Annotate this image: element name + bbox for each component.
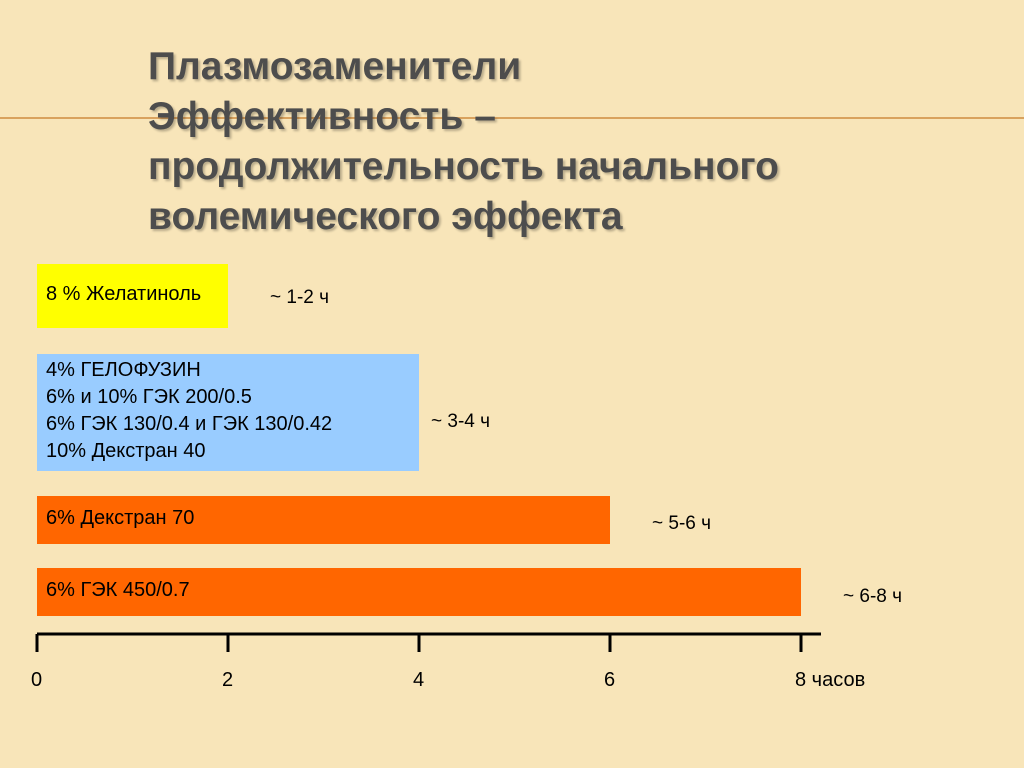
bar-label-line: 10% Декстран 40 — [46, 439, 206, 462]
x-tick-label-2: 4 — [413, 669, 425, 691]
bar-label-line: 6% и 10% ГЭК 200/0.5 — [46, 385, 252, 408]
duration-label-2: ~ 3-4 ч — [431, 411, 491, 432]
duration-label-1: ~ 1-2 ч — [270, 287, 330, 308]
page-title: Плазмозаменители Эффективность – продолж… — [148, 42, 1008, 242]
x-tick-label-3: 6 — [604, 669, 616, 691]
bar-label-1: 8 % Желатиноль — [46, 281, 201, 308]
bar-4 — [37, 568, 801, 616]
bar-1 — [37, 264, 228, 328]
x-tick-label-4: 8 часов — [795, 669, 866, 691]
bar-3 — [37, 496, 610, 544]
bar-label-line: 6% ГЭК 450/0.7 — [46, 578, 190, 601]
title-line-4: волемического эффекта — [148, 195, 623, 238]
title-line-3: продолжительность начального — [148, 145, 779, 188]
bar-2 — [37, 354, 419, 471]
bar-label-line: 4% ГЕЛОФУЗИН — [46, 358, 201, 381]
x-tick-label-0: 0 — [31, 669, 43, 691]
title-underline — [0, 117, 1024, 119]
bar-label-3: 6% Декстран 70 — [46, 505, 194, 532]
x-tick-label-1: 2 — [222, 669, 234, 691]
title-line-1: Плазмозаменители — [148, 45, 522, 88]
duration-label-4: ~ 6-8 ч — [843, 586, 903, 607]
bar-label-line: 8 % Желатиноль — [46, 282, 202, 305]
bar-label-4: 6% ГЭК 450/0.7 — [46, 577, 190, 604]
bar-label-line: 6% Декстран 70 — [46, 506, 195, 529]
duration-label-3: ~ 5-6 ч — [652, 513, 712, 534]
bar-label-2: 4% ГЕЛОФУЗИН 6% и 10% ГЭК 200/0.5 6% ГЭК 1… — [46, 357, 332, 465]
title-line-2: Эффективность – — [148, 95, 496, 138]
bar-label-line: 6% ГЭК 130/0.4 и ГЭК 130/0.42 — [46, 412, 333, 435]
